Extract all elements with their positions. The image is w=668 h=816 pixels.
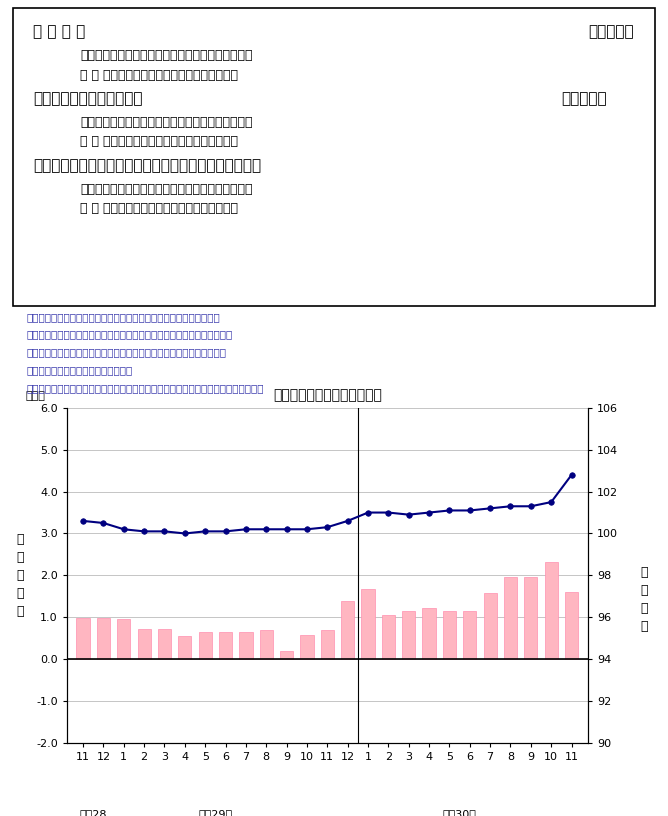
Bar	[341, 601, 354, 659]
Bar	[97, 619, 110, 659]
Bar	[443, 611, 456, 659]
Text: １）指数値は、端数処理後（小数第２位を四捨五入）の数値である。: １）指数値は、端数処理後（小数第２位を四捨五入）の数値である。	[27, 312, 220, 322]
Bar	[565, 592, 578, 659]
Bar	[402, 611, 415, 659]
Bar	[219, 632, 232, 659]
Text: 前 月 比（＋）０．１％（４か月連続の上昇）: 前 月 比（＋）０．１％（４か月連続の上昇）	[80, 202, 238, 215]
Bar	[178, 636, 192, 659]
Text: 公表された指数値を用いて計算した値とは一致しない場合がある。: 公表された指数値を用いて計算した値とは一致しない場合がある。	[27, 348, 226, 357]
Bar	[280, 651, 293, 659]
Bar	[544, 562, 558, 659]
Bar	[504, 578, 517, 659]
Text: ３）前月比は原数値を掲載している。: ３）前月比は原数値を掲載している。	[27, 366, 133, 375]
Text: 前年同月比（＋）０．８％（１２か月連続の上昇）: 前年同月比（＋）０．８％（１２か月連続の上昇）	[80, 183, 253, 196]
Bar	[361, 588, 375, 659]
Bar	[76, 618, 90, 659]
Text: 〇生鮮食品を除く総合指数: 〇生鮮食品を除く総合指数	[33, 91, 143, 106]
Bar	[524, 578, 538, 659]
Text: ４）総務省統計局「小売物価統計調査」の調査票情報をもとに作成したものである。: ４）総務省統計局「小売物価統計調査」の調査票情報をもとに作成したものである。	[27, 384, 265, 393]
Text: 総 合 指 数: 総 合 指 数	[33, 24, 86, 39]
Text: 前年同月比（＋）１．６％（２６か月連続の上昇）: 前年同月比（＋）１．６％（２６か月連続の上昇）	[80, 49, 253, 62]
Bar	[117, 619, 130, 659]
Text: 前年同月比（＋）１．４％（２５か月連続の上昇）: 前年同月比（＋）１．４％（２５か月連続の上昇）	[80, 116, 253, 129]
Text: 前 月 比（－）０．３％（５か月ぶりの下落）: 前 月 比（－）０．３％（５か月ぶりの下落）	[80, 69, 238, 82]
Text: 前 月 比（＋）０．１％（６か月連続の上昇）: 前 月 比（＋）０．１％（６か月連続の上昇）	[80, 135, 238, 149]
Text: 平成30年: 平成30年	[443, 809, 476, 816]
Bar	[484, 593, 497, 659]
Text: 平成28
年: 平成28 年	[79, 809, 107, 816]
Text: 総
合
指
数: 総 合 指 数	[641, 566, 649, 633]
Text: 〇生鮮食品及びエネルギーを除く総合指数　１０１．８: 〇生鮮食品及びエネルギーを除く総合指数 １０１．８	[33, 158, 262, 173]
Bar	[138, 629, 151, 659]
Bar	[382, 615, 395, 659]
Text: ２）変化率、寄与度は、端数処理前の指数値を用いて計算しているため、: ２）変化率、寄与度は、端数処理前の指数値を用いて計算しているため、	[27, 330, 233, 339]
Bar	[198, 632, 212, 659]
Text: １０２．５: １０２．５	[561, 91, 607, 106]
Text: 前
年
同
月
比: 前 年 同 月 比	[16, 533, 24, 618]
Title: 鳥取市消費者物価指数の推移: 鳥取市消費者物価指数の推移	[273, 388, 381, 402]
Bar	[158, 629, 171, 659]
Bar	[321, 631, 334, 659]
Bar	[260, 631, 273, 659]
Text: １０２．８: １０２．８	[588, 24, 633, 39]
Bar	[422, 608, 436, 659]
Bar	[301, 635, 313, 659]
Text: 平成29年: 平成29年	[198, 809, 232, 816]
Bar	[239, 632, 253, 659]
Text: （％）: （％）	[25, 392, 45, 401]
Bar	[463, 611, 476, 659]
